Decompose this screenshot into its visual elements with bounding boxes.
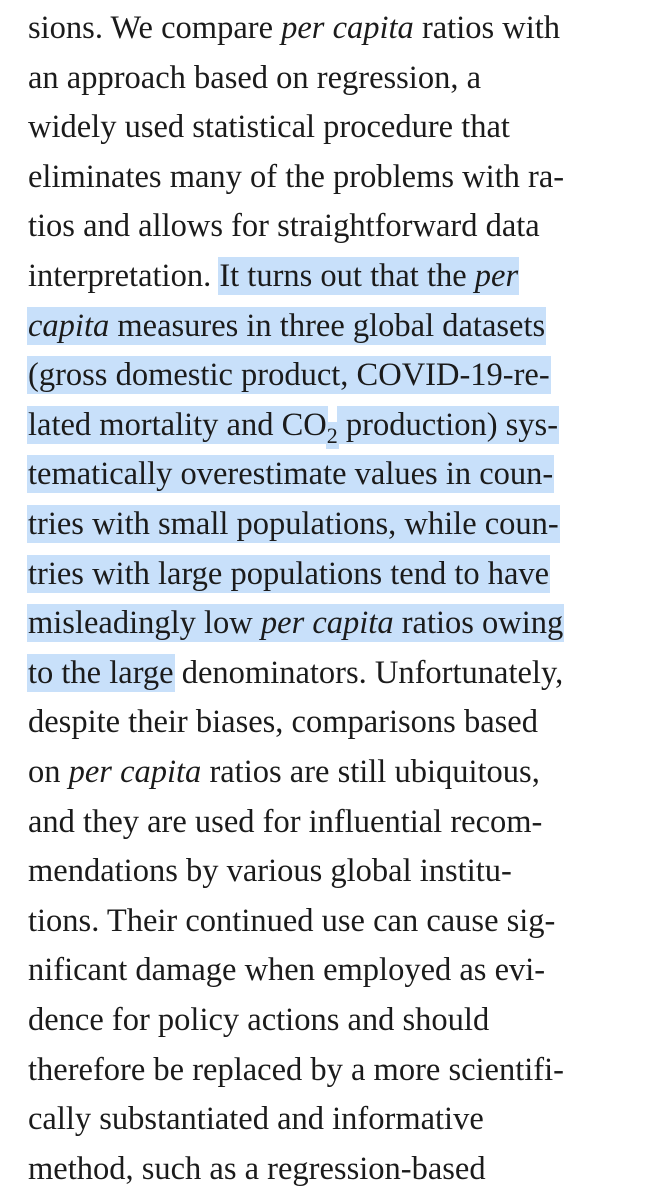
text-run: mendations by various global institu-	[28, 853, 512, 890]
text-run: and they are used for influential recom-	[28, 803, 543, 840]
text-run: widely used statistical procedure that	[28, 109, 510, 146]
text-line: despite their biases, comparisons based	[28, 696, 658, 748]
highlighted-run: misleadingly low	[28, 605, 261, 642]
highlighted-run: measures in three global datasets	[109, 307, 546, 344]
text-run: cally substantiated and informative	[28, 1101, 484, 1138]
text-run: ratios with	[413, 10, 561, 46]
text-line: tematically overestimate values in coun-	[28, 448, 658, 500]
highlighted-subscript-run: 2	[326, 422, 338, 448]
text-line: tries with small populations, while coun…	[28, 498, 658, 550]
text-line: therefore be replaced by a more scientif…	[28, 1044, 658, 1096]
highlighted-run: to the large	[28, 654, 174, 691]
highlighted-run: lated mortality and CO	[28, 406, 327, 443]
text-run: tions. Their continued use can cause sig…	[28, 902, 556, 939]
highlighted-run: production) sys-	[337, 406, 559, 443]
highlighted-run: It turns out that the	[219, 258, 475, 294]
highlighted-run: ratios owing	[393, 605, 564, 642]
highlighted-italic-run: per capita	[260, 605, 394, 642]
text-line: eliminates many of the problems with ra-	[28, 151, 658, 203]
text-line: nificant damage when employed as evi-	[28, 944, 658, 996]
highlighted-run: tries with small populations, while coun…	[28, 506, 559, 542]
text-line: cally substantiated and informative	[28, 1093, 658, 1145]
highlighted-run: tematically overestimate values in coun-	[28, 456, 554, 493]
text-line: capita measures in three global datasets	[28, 300, 658, 352]
text-run: nificant damage when employed as evi-	[28, 952, 546, 989]
text-line: tries with large populations tend to hav…	[28, 548, 658, 600]
text-line: (gross domestic product, COVID-19-re-	[28, 349, 658, 401]
text-run: on	[28, 754, 69, 790]
highlighted-italic-run: per	[474, 258, 519, 294]
text-line: to the large denominators. Unfortunately…	[28, 647, 658, 699]
text-line: an approach based on regression, a	[28, 52, 658, 104]
text-line: method, such as a regression-based	[28, 1143, 658, 1195]
text-run: dence for policy actions and should	[28, 1002, 490, 1038]
text-run: eliminates many of the problems with ra-	[28, 158, 565, 195]
text-run: sions. We compare	[28, 10, 282, 46]
text-run: an approach based on regression, a	[28, 59, 482, 96]
text-line: misleadingly low per capita ratios owing	[28, 597, 658, 649]
text-run: denominators. Unfortunately,	[173, 654, 564, 691]
highlighted-run: (gross domestic product, COVID-19-re-	[28, 357, 550, 394]
text-run: therefore be replaced by a more scientif…	[28, 1051, 564, 1088]
text-line: sions. We compare per capita ratios with	[28, 2, 658, 54]
text-run: tios and allows for straightforward data	[28, 208, 540, 245]
highlighted-run: tries with large populations tend to hav…	[28, 555, 550, 592]
text-line: mendations by various global institu-	[28, 845, 658, 897]
text-line: lated mortality and CO2 production) sys-	[28, 399, 658, 451]
text-run: despite their biases, comparisons based	[28, 704, 538, 741]
text-line: tios and allows for straightforward data	[28, 200, 658, 252]
text-line: and they are used for influential recom-	[28, 796, 658, 848]
highlighted-italic-run: capita	[28, 307, 110, 344]
text-run: ratios are still ubiquitous,	[201, 754, 540, 790]
text-line: dence for policy actions and should	[28, 994, 658, 1046]
text-line: tions. Their continued use can cause sig…	[28, 895, 658, 947]
italic-run: per capita	[281, 10, 414, 46]
text-line: widely used statistical procedure that	[28, 101, 658, 153]
italic-run: per capita	[68, 754, 202, 790]
text-run: method, such as a regression-based	[28, 1150, 486, 1187]
text-run: interpretation.	[28, 258, 220, 294]
text-line: on per capita ratios are still ubiquitou…	[28, 746, 658, 798]
text-line: interpretation. It turns out that the pe…	[28, 250, 658, 302]
